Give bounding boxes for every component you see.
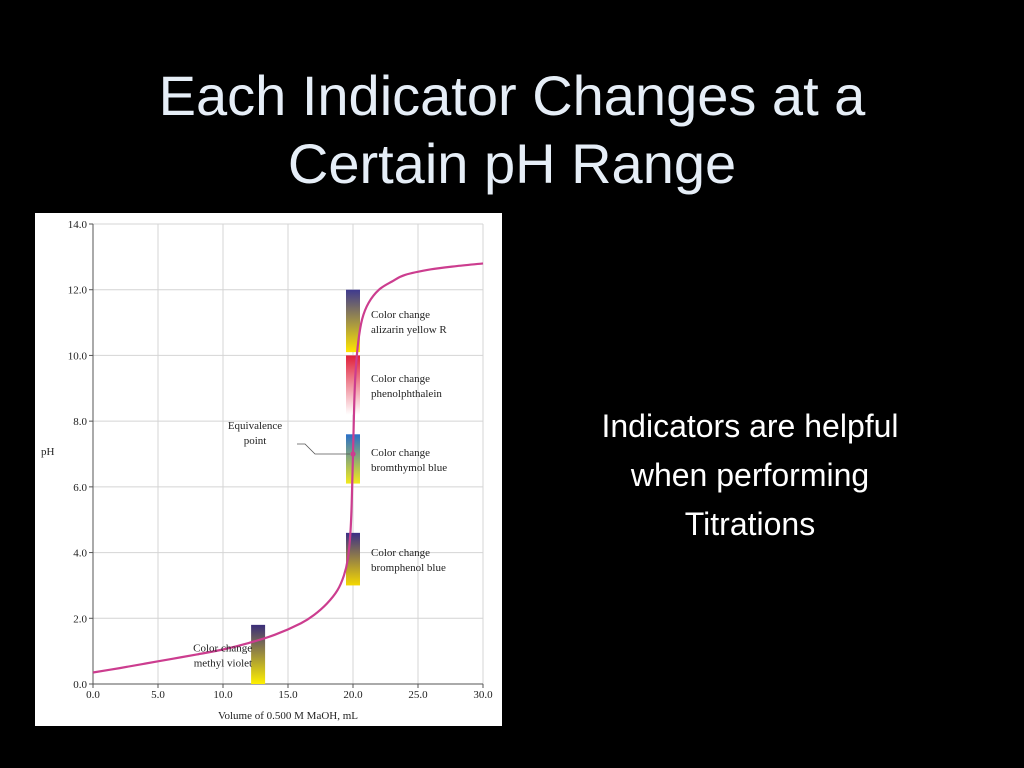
y-tick-label: 4.0 xyxy=(73,548,87,560)
y-axis-label: pH xyxy=(41,446,55,458)
equivalence-leader-line xyxy=(297,443,350,455)
equivalence-label-line1: Equivalence xyxy=(228,420,282,432)
caption-text: Indicators are helpful when performing T… xyxy=(540,402,960,549)
x-tick-label: 5.0 xyxy=(151,689,165,701)
indicator-label-line2: alizarin yellow R xyxy=(371,324,447,336)
y-tick-label: 6.0 xyxy=(73,482,87,494)
caption-line-1: Indicators are helpful xyxy=(601,408,899,444)
indicator-labels: Color change alizarin yellow R Color chang… xyxy=(193,309,447,670)
indicator-label-line1: Color change xyxy=(193,642,252,654)
titration-curve xyxy=(92,262,484,674)
indicator-label-line2: phenolphthalein xyxy=(371,388,442,400)
x-tick-label: 25.0 xyxy=(408,689,428,701)
x-axis-label: Volume of 0.500 M MaOH, mL xyxy=(218,710,358,722)
equivalence-label-line2: point xyxy=(244,435,267,447)
indicator-label-line2: bromthymol blue xyxy=(371,462,447,474)
y-tick-label: 14.0 xyxy=(68,219,88,231)
indicator-bar-1 xyxy=(346,355,360,415)
slide-title-line-2: Certain pH Range xyxy=(287,132,737,195)
y-tick-label: 10.0 xyxy=(68,350,88,362)
titration-chart: 0.0 5.0 10.0 15.0 20.0 25.0 30.0 0.0 2.0 4.0 6.0 8.… xyxy=(35,213,502,726)
indicator-label-line1: Color change xyxy=(371,373,430,385)
x-tick-label: 30.0 xyxy=(473,689,493,701)
x-tick-label: 20.0 xyxy=(343,689,363,701)
indicator-label-line1: Color change xyxy=(371,309,430,321)
y-tick-label: 2.0 xyxy=(73,613,87,625)
y-tick-label: 12.0 xyxy=(68,285,88,297)
slide-title: Each Indicator Changes at a Certain pH R… xyxy=(0,62,1024,198)
caption-line-2: when performing xyxy=(630,457,870,493)
titration-chart-svg: 0.0 5.0 10.0 15.0 20.0 25.0 30.0 0.0 2.0 4.0 6.0 8.… xyxy=(41,219,493,722)
axes: 0.0 5.0 10.0 15.0 20.0 25.0 30.0 0.0 2.0 4.0 6.0 8.… xyxy=(68,219,493,701)
indicator-label-line2: bromphenol blue xyxy=(371,562,446,574)
indicator-bar-0 xyxy=(346,289,360,353)
slide-title-line-1: Each Indicator Changes at a xyxy=(158,64,866,127)
caption-line-3: Titrations xyxy=(684,506,816,542)
indicator-label-line1: Color change xyxy=(371,547,430,559)
equivalence-point-marker xyxy=(350,451,356,457)
x-tick-label: 10.0 xyxy=(213,689,233,701)
x-tick-label: 15.0 xyxy=(278,689,298,701)
x-tick-label: 0.0 xyxy=(86,689,100,701)
indicator-bar-4 xyxy=(251,624,266,684)
indicator-label-line1: Color change xyxy=(371,447,430,459)
indicator-label-line2: methyl violet xyxy=(194,657,252,669)
y-tick-label: 8.0 xyxy=(73,416,87,428)
y-tick-label: 0.0 xyxy=(73,679,87,691)
titration-curve-group xyxy=(92,262,484,674)
